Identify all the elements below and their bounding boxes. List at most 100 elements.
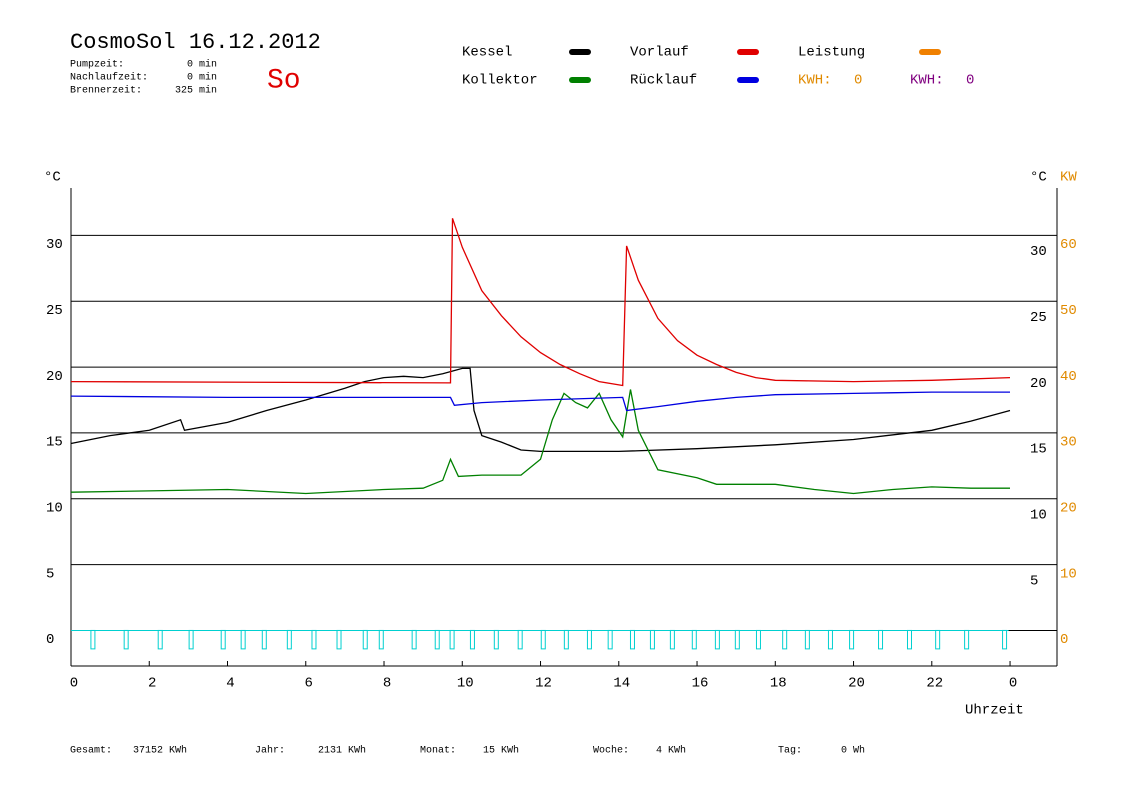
info-label: Pumpzeit: (70, 59, 124, 71)
y-tick-label: 10 (46, 500, 63, 516)
y-label: °C (44, 170, 61, 186)
y-right-tick-label: 15 (1030, 442, 1047, 458)
y2-tick-label: 20 (1060, 500, 1077, 516)
x-tick-label: 14 (613, 676, 630, 692)
chart-title: CosmoSol 16.12.2012 (70, 30, 321, 55)
pulse (517, 629, 523, 650)
pulse (157, 629, 163, 650)
pulse (827, 629, 833, 650)
pulse (449, 629, 455, 650)
y-tick-label: 15 (46, 435, 63, 451)
footer-label: Monat: (420, 746, 456, 757)
y2-tick-label: 10 (1060, 566, 1077, 582)
series-line (70, 391, 1010, 412)
y2-tick-label: 50 (1060, 303, 1077, 319)
x-tick-label: 22 (926, 676, 943, 692)
pulse (240, 629, 246, 650)
x-tick-label: 0 (70, 676, 78, 692)
pulse (649, 629, 655, 650)
footer-value: 4 KWh (656, 745, 686, 757)
pulse (188, 629, 194, 650)
y-tick-label: 5 (46, 566, 54, 582)
y-right-tick-label: 20 (1030, 376, 1047, 392)
x-tick-label: 12 (535, 676, 552, 692)
pulse (734, 629, 740, 650)
info-label: Brennerzeit: (70, 85, 142, 97)
pulse (493, 629, 499, 650)
footer-value: 37152 KWh (133, 745, 187, 757)
y-right-tick-label: 5 (1030, 573, 1038, 589)
y-tick-label: 20 (46, 369, 63, 385)
pulse (362, 629, 368, 650)
kwh-value: 0 (854, 73, 862, 89)
info-value: 325 min (175, 85, 217, 97)
pulse (90, 629, 96, 650)
legend-label: Vorlauf (630, 45, 689, 61)
footer-label: Tag: (778, 746, 802, 757)
x-label: Uhrzeit (965, 703, 1024, 719)
pulse (782, 629, 788, 650)
pulse (220, 629, 226, 650)
pulse (714, 629, 720, 650)
x-tick-label: 2 (148, 676, 156, 692)
pulse (935, 629, 941, 650)
footer-value: 15 KWh (483, 745, 519, 757)
pulse (669, 629, 675, 650)
pulse (849, 629, 855, 650)
x-tick-label: 16 (692, 676, 709, 692)
pulse (261, 629, 267, 650)
pulse (286, 629, 292, 650)
pulse (311, 629, 317, 650)
series-line (70, 389, 1010, 495)
y-right-tick-label: 10 (1030, 507, 1047, 523)
pulse (434, 629, 440, 650)
pulse (1002, 629, 1008, 650)
x-tick-label: 18 (770, 676, 787, 692)
x-tick-label: 6 (305, 676, 313, 692)
x-tick-label: 8 (383, 676, 391, 692)
pulse (378, 629, 384, 650)
y-tick-label: 25 (46, 303, 63, 319)
pulse (629, 629, 635, 650)
pulse (878, 629, 884, 650)
y2-tick-label: 40 (1060, 369, 1077, 385)
pulse (540, 629, 546, 650)
y-tick-label: 30 (46, 237, 63, 253)
series-line (70, 218, 1011, 387)
x-tick-label: 10 (457, 676, 474, 692)
footer-value: 2131 KWh (318, 745, 366, 757)
pulse (469, 629, 475, 650)
y2-tick-label: 30 (1060, 435, 1077, 451)
footer-label: Gesamt: (70, 746, 112, 757)
pulse (123, 629, 129, 650)
legend-label: Kollektor (462, 73, 538, 89)
y-tick-label: 0 (46, 632, 54, 648)
day: So (267, 65, 301, 96)
pulse (411, 629, 417, 650)
pulse (755, 629, 761, 650)
pulse (906, 629, 912, 650)
info-value: 0 min (187, 59, 217, 71)
x-tick-label: 20 (848, 676, 865, 692)
y-right-label: °C (1030, 170, 1047, 186)
footer-label: Jahr: (255, 745, 285, 757)
legend-label: Rücklauf (630, 73, 697, 89)
y-right-tick-label: 30 (1030, 244, 1047, 260)
pulse (586, 629, 592, 650)
y2-tick-label: 60 (1060, 237, 1077, 253)
info-label: Nachlaufzeit: (70, 72, 148, 84)
footer-label: Woche: (593, 745, 629, 757)
pulse (691, 629, 697, 650)
pulse (964, 629, 970, 650)
x-tick-label: 4 (226, 676, 234, 692)
pulse (607, 629, 613, 650)
x-tick-label: 0 (1009, 676, 1017, 692)
kwh-value: 0 (966, 73, 974, 89)
y2-tick-label: 0 (1060, 632, 1068, 648)
info-value: 0 min (187, 72, 217, 84)
y2-label: KW (1060, 170, 1077, 186)
footer-value: 0 Wh (841, 745, 865, 757)
pulse (563, 629, 569, 650)
kwh-label: KWH: (798, 73, 832, 89)
